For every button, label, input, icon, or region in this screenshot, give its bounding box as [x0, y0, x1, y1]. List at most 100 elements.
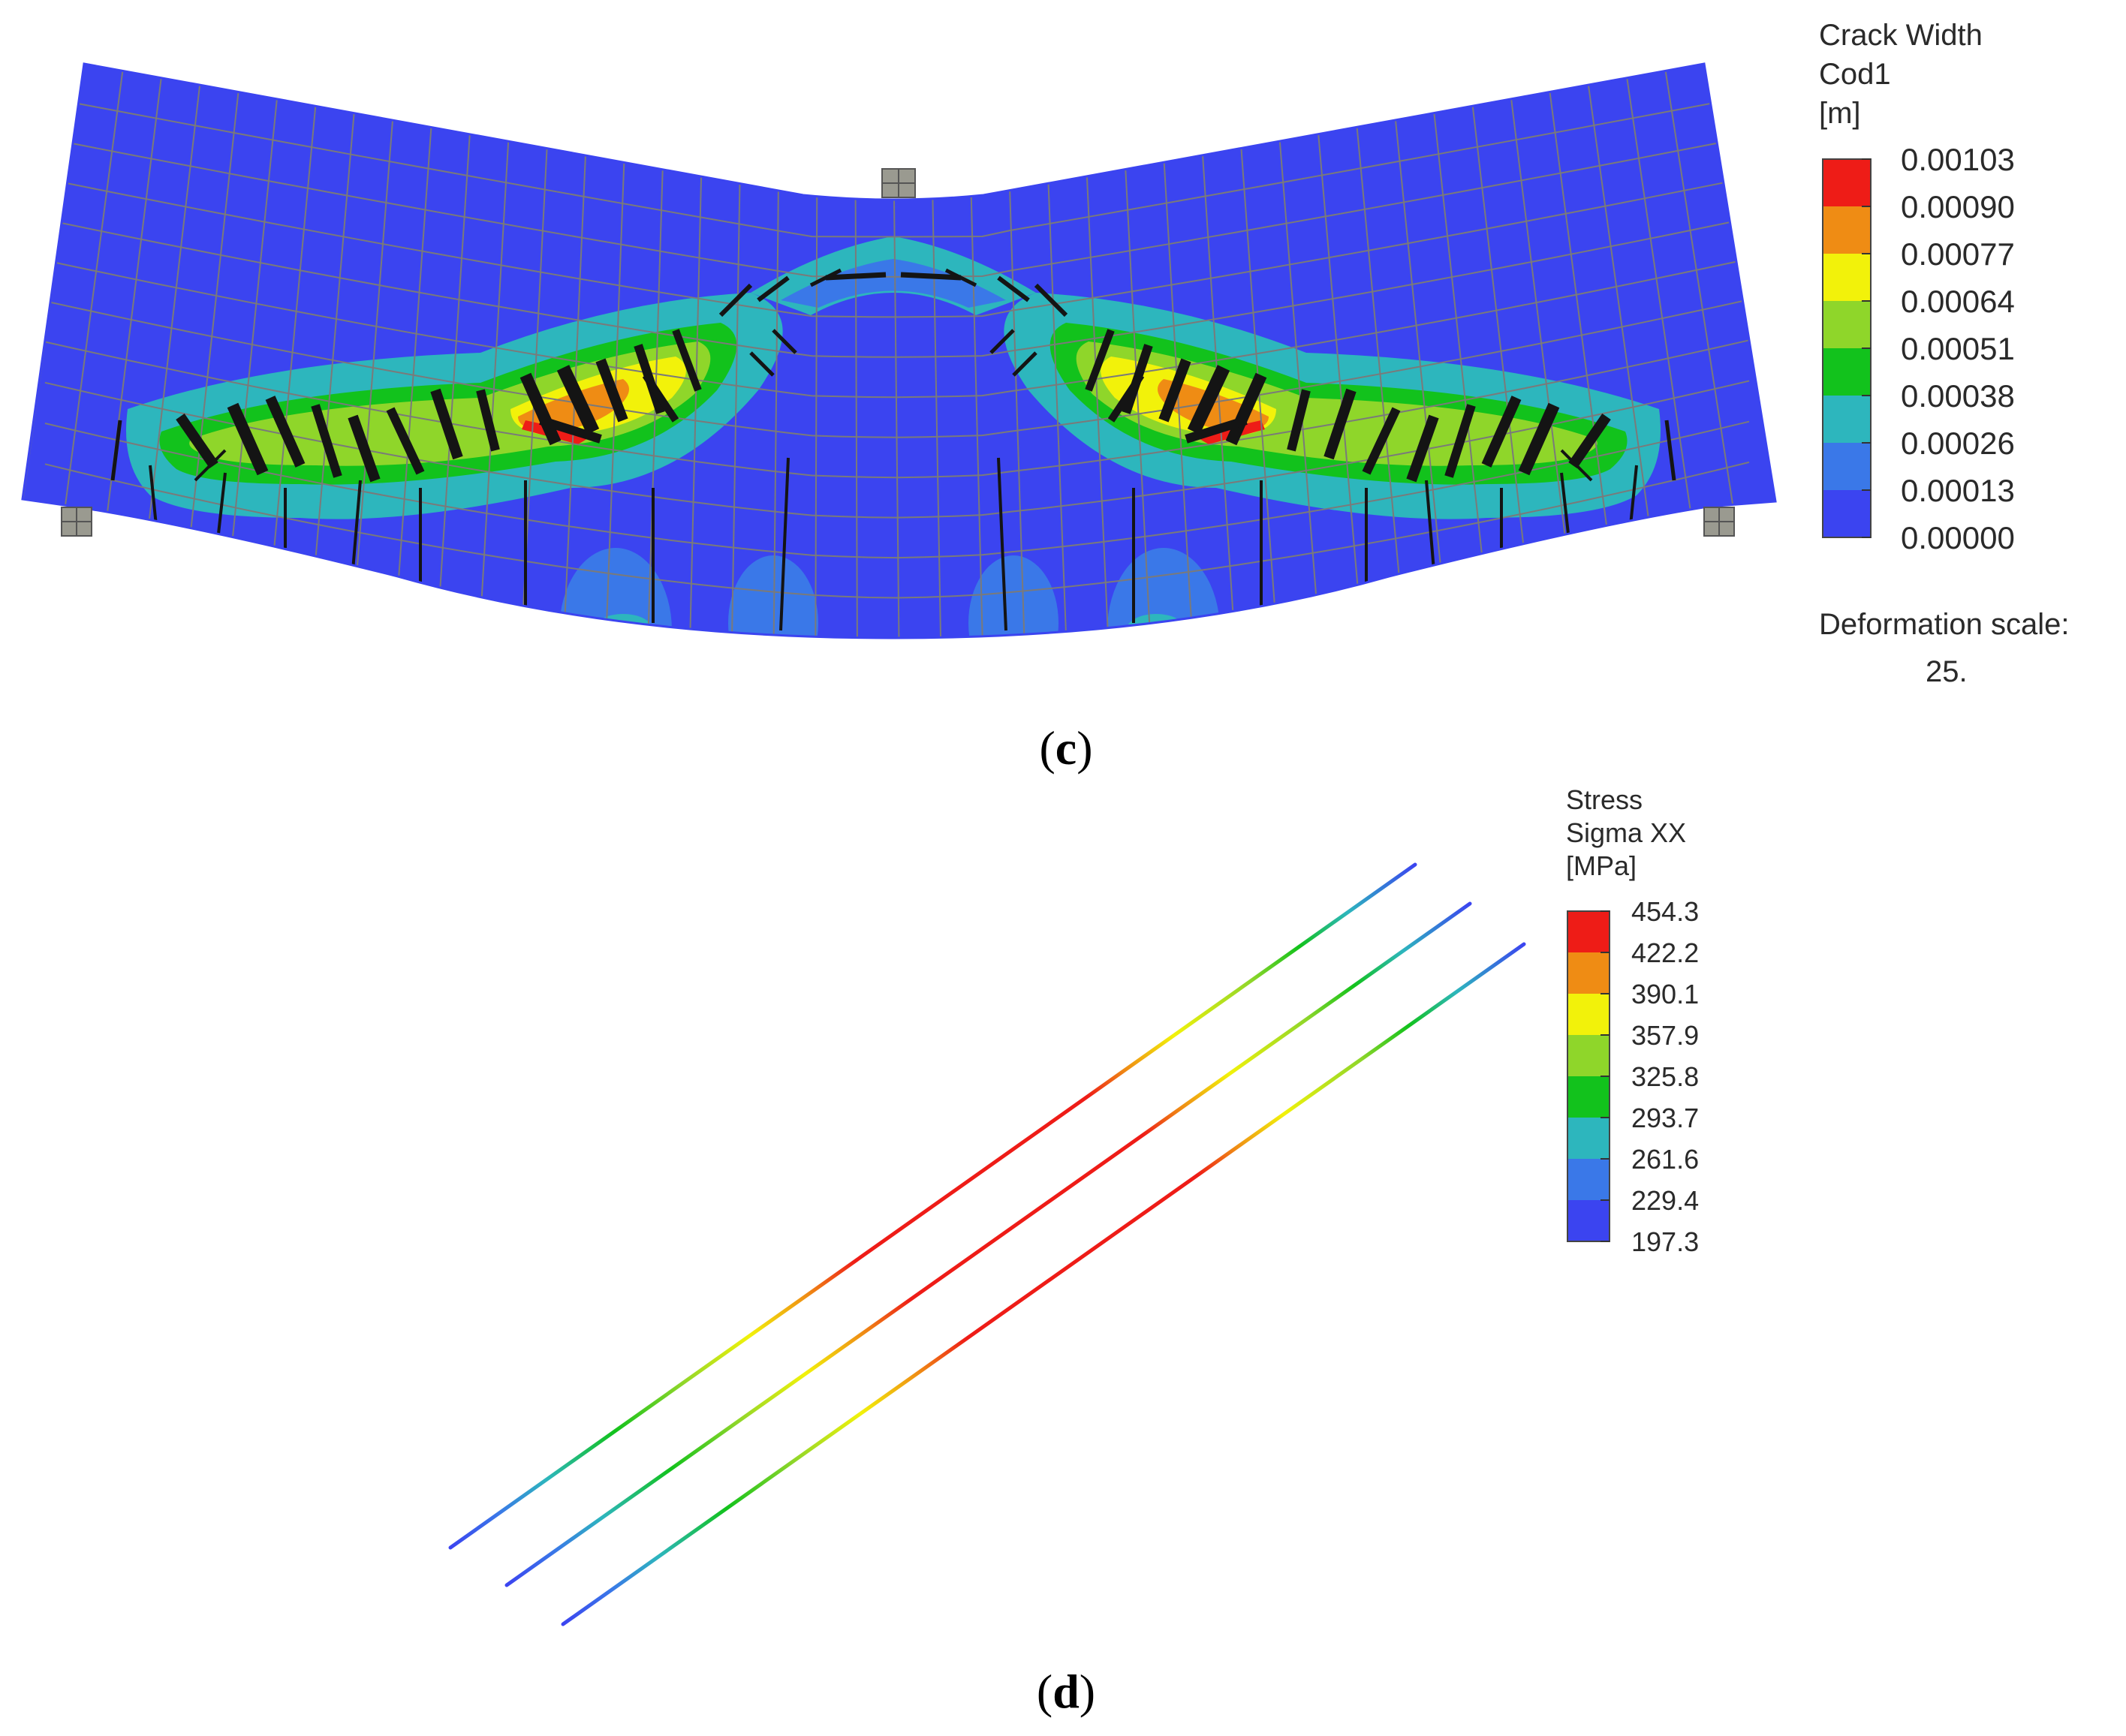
crack-right-25: [997, 275, 1030, 302]
crack-left-30: [194, 449, 227, 482]
crack-right-8: [1225, 372, 1267, 446]
panel-d-rebar-figure: [448, 862, 1526, 1626]
beam-outline: [21, 62, 1777, 639]
legend-c-tick-label-4: 0.00051: [1901, 331, 2015, 366]
mesh-line-v-3: [146, 85, 201, 534]
crack-left-17: [216, 472, 227, 541]
mesh-line-v-21: [893, 196, 900, 638]
mesh-line-h-7: [44, 339, 1750, 479]
crack-left-5: [386, 407, 425, 475]
crack-left-7: [476, 389, 500, 452]
crack-right-27: [900, 272, 962, 281]
crack-right-6: [1323, 388, 1357, 460]
legend-d-swatch-1: [1567, 952, 1610, 994]
legend-d-tick-label-8: 197.3: [1631, 1226, 1699, 1257]
mesh-line-v-32: [1317, 134, 1360, 591]
crack-left-15: [110, 420, 122, 481]
mesh-line-v-1: [63, 71, 124, 514]
legend-c-swatch-4: [1823, 348, 1871, 396]
legend-d-tick-label-7: 229.4: [1631, 1185, 1699, 1216]
mesh-line-h-5: [44, 258, 1750, 399]
crack-left-0: [176, 414, 218, 468]
crack-left-14: [642, 373, 679, 423]
crack-right-30: [1560, 449, 1593, 482]
mesh-line-v-27: [1125, 169, 1151, 622]
crack-right-9: [1187, 365, 1230, 435]
crack-left-6: [430, 388, 463, 460]
mesh-line-v-31: [1278, 140, 1317, 598]
mesh-line-v-5: [230, 98, 278, 552]
legend-d-tick-label-1: 422.2: [1631, 937, 1699, 968]
legend-c-tick-label-2: 0.00077: [1901, 236, 2015, 272]
mesh-line-v-10: [438, 134, 471, 593]
legend-c-tick-label-0: 0.00103: [1901, 142, 2015, 177]
mesh-line-v-6: [272, 106, 317, 561]
crack-left-9: [556, 365, 600, 435]
legend-c-colorbar: 0.00103 0.00090 0.00077 0.00064 0.00051 0.000…: [1822, 142, 2015, 555]
legend-c-tick-label-1: 0.00090: [1901, 189, 2015, 224]
mesh-line-v-9: [397, 127, 432, 586]
legend-d-tick-label-3: 357.9: [1631, 1020, 1699, 1051]
legend-c-title-2: Cod1: [1819, 58, 1891, 91]
mesh-line-v-37: [1510, 98, 1568, 550]
crack-right-10: [1158, 358, 1191, 423]
crack-right-3: [1444, 404, 1476, 478]
crack-pattern: [110, 268, 1676, 631]
legend-c-swatch-5: [1823, 396, 1871, 443]
mesh-line-v-39: [1587, 84, 1652, 531]
mesh-line-v-4: [188, 92, 239, 543]
legend-d-swatch-4: [1567, 1076, 1610, 1118]
caption-d: (d): [1037, 1665, 1095, 1718]
legend-d-tick-label-5: 293.7: [1631, 1103, 1699, 1133]
right-support: [1703, 507, 1735, 537]
mesh-line-v-18: [772, 190, 779, 636]
legend-d-swatch-6: [1567, 1159, 1610, 1200]
mesh-line-v-41: [1664, 71, 1735, 511]
rebar-top: [448, 862, 1417, 1550]
mesh-line-v-11: [480, 141, 510, 600]
crack-left-27: [825, 272, 887, 281]
crack-right-28: [989, 329, 1015, 354]
legend-c-swatch-6: [1823, 443, 1871, 490]
crack-left-3: [311, 404, 342, 478]
legend-d-title-1: Stress: [1566, 784, 1643, 815]
mesh-line-h-9: [44, 420, 1750, 559]
mesh-line-v-23: [970, 196, 983, 638]
caption-c: (c): [1039, 721, 1092, 775]
legend-d-title-3: [MPa]: [1566, 850, 1637, 881]
crack-left-10: [595, 358, 628, 423]
crack-right-1: [1518, 402, 1560, 476]
mesh-line-v-33: [1356, 127, 1401, 584]
legend-d-tick-label-4: 325.8: [1631, 1061, 1699, 1092]
mesh-line-h-1: [44, 95, 1750, 238]
legend-c-swatch-3: [1823, 301, 1871, 348]
mesh-line-v-20: [854, 196, 858, 638]
mesh-line-v-38: [1549, 92, 1610, 541]
legend-c-title-1: Crack Width: [1819, 19, 1983, 52]
mesh-line-v-25: [1047, 183, 1067, 632]
mesh-line-v-19: [815, 196, 818, 638]
crack-width-legend: Crack Width Cod1 [m] 0.00103 0.00090 0.000…: [1819, 19, 2069, 688]
legend-d-swatch-2: [1567, 994, 1610, 1035]
deformation-scale-value: 25.: [1926, 655, 1968, 688]
crack-right-15: [1664, 420, 1676, 481]
crack-left-29: [749, 351, 775, 377]
rebar-middle: [504, 901, 1472, 1587]
legend-c-swatch-2: [1823, 254, 1871, 301]
crack-right-7: [1287, 389, 1311, 452]
crack-left-13: [539, 416, 602, 444]
crack-right-24: [1034, 283, 1068, 317]
crack-left-23: [779, 457, 790, 631]
crack-left-19: [351, 480, 362, 571]
crack-left-1: [227, 402, 269, 476]
mesh-line-v-22: [932, 196, 942, 638]
legend-c-tick-label-5: 0.00038: [1901, 378, 2015, 414]
legend-d-tick-label-2: 390.1: [1631, 979, 1699, 1009]
crack-right-14: [1107, 373, 1145, 423]
load-plate: [881, 168, 916, 198]
legend-c-swatch-1: [1823, 206, 1871, 254]
legend-c-swatch-0: [1823, 159, 1871, 206]
crack-right-19: [1425, 480, 1435, 571]
legend-c-tick-label-7: 0.00013: [1901, 473, 2015, 508]
legend-d-tick-label-0: 454.3: [1631, 896, 1699, 927]
